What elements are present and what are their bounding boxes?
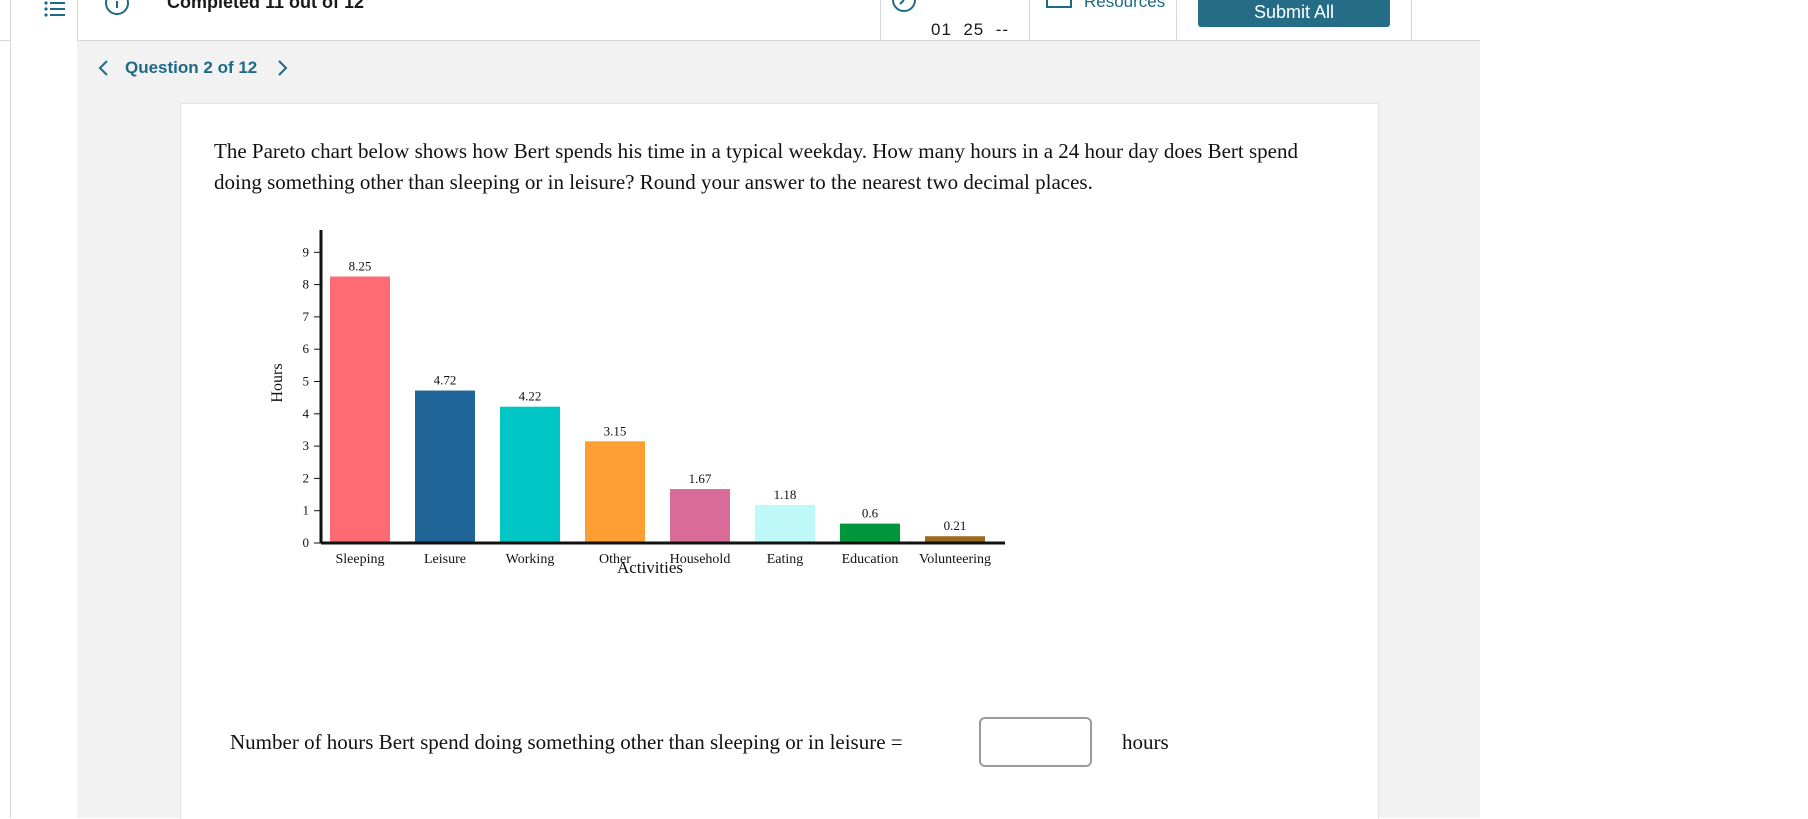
y-tick-label: 4 — [303, 406, 310, 421]
bar — [925, 536, 985, 543]
bar-value-label: 0.21 — [944, 518, 967, 533]
x-tick-label: Eating — [767, 552, 804, 567]
y-tick-label: 8 — [303, 277, 310, 292]
y-tick-label: 0 — [303, 535, 310, 550]
clock-icon — [892, 0, 916, 12]
bar-value-label: 1.67 — [689, 471, 712, 486]
bar — [415, 390, 475, 543]
timer: 01 25 -- — [880, 0, 1030, 40]
y-tick-label: 9 — [303, 244, 310, 259]
bar-value-label: 8.25 — [349, 259, 372, 274]
bar-value-label: 4.72 — [434, 373, 457, 388]
x-tick-label: Working — [506, 552, 555, 567]
bar — [670, 489, 730, 543]
bar-value-label: 4.22 — [519, 389, 542, 404]
answer-input[interactable] — [979, 717, 1092, 767]
bar-value-label: 0.6 — [862, 506, 879, 521]
question-text: The Pareto chart below shows how Bert sp… — [214, 139, 1298, 194]
x-tick-label: Education — [842, 552, 899, 567]
header-divider — [1176, 0, 1177, 40]
bar — [330, 276, 390, 543]
left-rail — [10, 0, 78, 818]
bar — [585, 441, 645, 543]
resources-label: Resources — [1084, 0, 1166, 11]
y-tick-label: 2 — [303, 470, 310, 485]
x-tick-label: Other — [599, 552, 631, 567]
y-tick-label: 5 — [303, 374, 310, 389]
bar-value-label: 1.18 — [774, 487, 797, 502]
x-axis-title: Activities — [617, 558, 683, 577]
bar-value-label: 3.15 — [604, 423, 627, 438]
bar — [840, 523, 900, 543]
y-axis-title: Hours — [269, 363, 286, 402]
submit-all-button[interactable]: Submit All — [1198, 0, 1390, 27]
bar — [500, 406, 560, 543]
x-tick-label: Sleeping — [336, 552, 385, 567]
chevron-right-icon[interactable] — [275, 59, 289, 77]
answer-label: Number of hours Bert spend doing somethi… — [230, 730, 903, 754]
question-nav: Question 2 of 12 — [97, 58, 289, 78]
book-icon — [1046, 0, 1072, 8]
list-menu-icon[interactable] — [44, 0, 66, 18]
timer-text: 01 25 -- — [931, 20, 1010, 39]
bar — [755, 504, 815, 543]
x-tick-label: Leisure — [424, 552, 466, 567]
pareto-chart: 0 1 2 3 4 5 6 7 8 9 8.25 Sleeping 4.72 Leisure 4.22 Wor… — [269, 230, 1005, 577]
x-tick-label: Volunteering — [919, 552, 991, 567]
completion-status: Completed 11 out of 12 — [167, 0, 365, 12]
y-tick-label: 7 — [303, 309, 310, 324]
y-tick-label: 3 — [303, 438, 310, 453]
y-tick-label: 1 — [303, 503, 310, 518]
answer-unit: hours — [1122, 730, 1169, 754]
resources-button[interactable]: Resources — [1046, 0, 1165, 12]
y-tick-label: 6 — [303, 341, 310, 356]
x-tick-label: Household — [670, 552, 731, 567]
info-icon[interactable] — [104, 0, 130, 16]
question-label[interactable]: Question 2 of 12 — [125, 58, 258, 77]
header-divider — [1411, 0, 1412, 40]
chevron-left-icon[interactable] — [97, 59, 111, 77]
